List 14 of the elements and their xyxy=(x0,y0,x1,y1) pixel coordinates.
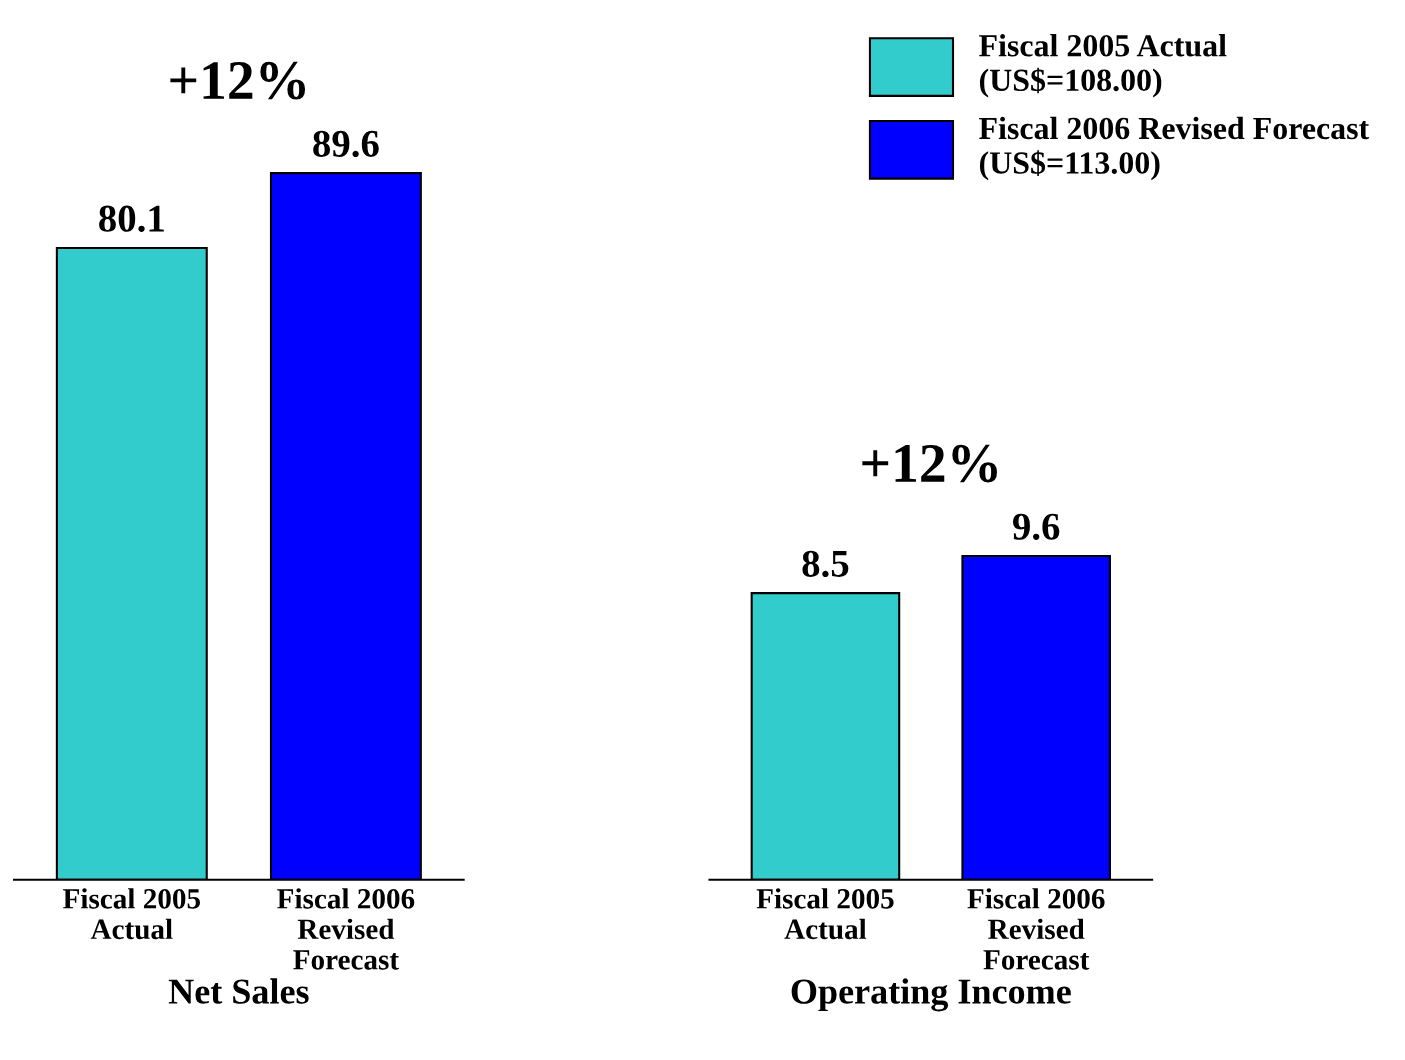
x-tick-label: Fiscal 2005 Actual xyxy=(756,888,894,940)
x-axis-title: Operating Income xyxy=(791,978,1071,1012)
data-label: 8.5 xyxy=(802,550,849,578)
data-label: 9.6 xyxy=(1012,513,1060,540)
x-axis-title: Net Sales xyxy=(168,978,309,1004)
legend-label: Fiscal 2006 Revised Forecast (US$=113.00) xyxy=(979,116,1370,181)
legend-label: Fiscal 2005 Actual (US$=108.00) xyxy=(979,34,1227,98)
text: +12% xyxy=(862,444,997,483)
text: +12% xyxy=(170,61,306,100)
x-tick-label: Fiscal 2006 Revised Forecast xyxy=(277,888,415,970)
x-tick-label: Fiscal 2006 Revised Forecast xyxy=(967,888,1105,970)
data-label: 89.6 xyxy=(313,130,379,158)
x-tick-label: Fiscal 2005 Actual xyxy=(63,888,200,940)
data-label: 80.1 xyxy=(99,205,164,232)
